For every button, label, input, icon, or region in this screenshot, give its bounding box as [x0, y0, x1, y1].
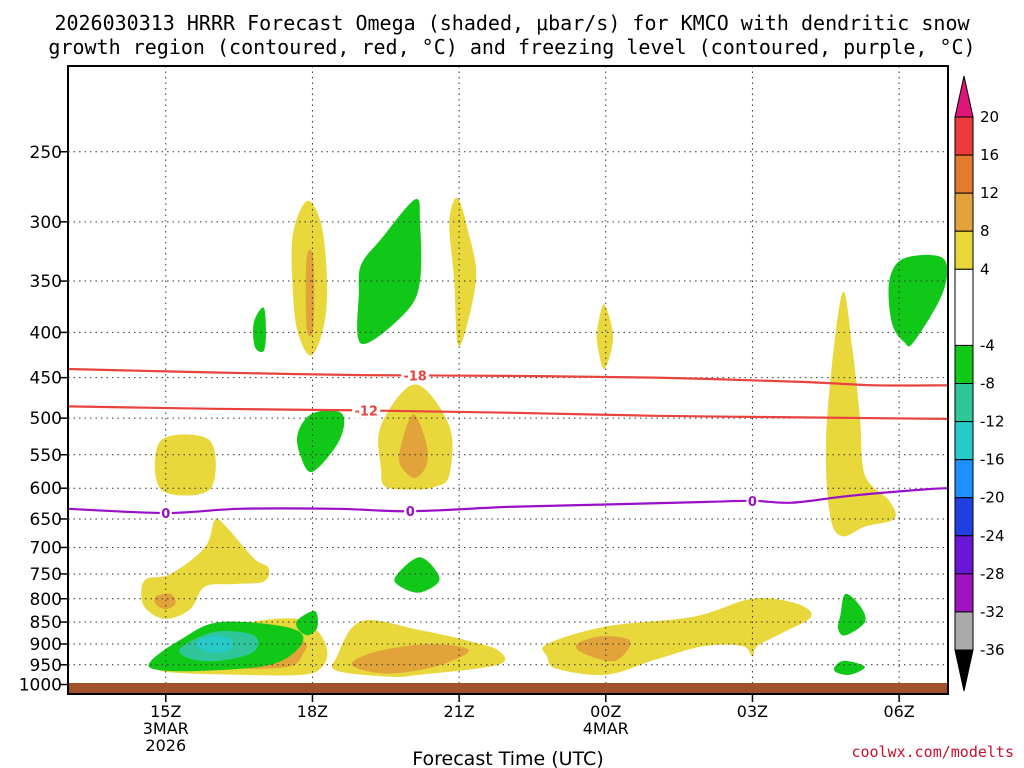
omega-region-g-17z-400	[253, 307, 266, 353]
omega-region-g-05z-950	[834, 660, 865, 675]
pressure-label-950: 950	[30, 656, 62, 676]
time-label-30-0: 06Z	[883, 702, 914, 721]
contour-label-freezing-level-2: 0	[748, 495, 757, 510]
colorbar-label-13: -36	[980, 641, 1005, 659]
omega-region-y-24z-400	[596, 304, 614, 370]
pressure-label-650: 650	[30, 510, 62, 530]
contour-dgz-top	[67, 367, 949, 387]
colorbar-label-0: 20	[980, 108, 999, 126]
pressure-label-500: 500	[30, 409, 62, 429]
time-label-15-2: 2026	[145, 736, 186, 755]
pressure-label-550: 550	[30, 446, 62, 466]
pressure-label-600: 600	[30, 479, 62, 499]
colorbar-segment-0	[954, 116, 974, 156]
pressure-label-1000: 1000	[19, 676, 62, 696]
colorbar-segment-3	[954, 230, 974, 270]
colorbar-segment-6	[954, 383, 974, 423]
omega-region-o-20z-900	[351, 643, 469, 674]
time-label-21-0: 21Z	[443, 702, 474, 721]
omega-region-c-16z-890	[195, 635, 234, 653]
omega-region-y-15z-550	[154, 434, 216, 496]
contour-label-dgz-bottom-0: -12	[354, 404, 378, 419]
colorbar-label-11: -28	[980, 565, 1005, 583]
colorbar-segment-11	[954, 573, 974, 613]
omega-region-g-19z-350	[357, 198, 422, 345]
time-label-27-0: 03Z	[737, 702, 768, 721]
colorbar-label-1: 16	[980, 146, 999, 164]
colorbar-label-8: -16	[980, 451, 1005, 469]
contour-label-freezing-level-1: 0	[406, 505, 415, 520]
colorbar-label-3: 8	[980, 222, 990, 240]
omega-region-y-05z-450	[825, 291, 896, 537]
omega-region-y-21z-300	[449, 197, 477, 347]
x-axis-label: Forecast Time (UTC)	[412, 748, 603, 768]
omega-region-o-18z-350	[305, 249, 315, 337]
colorbar-segment-10	[954, 535, 974, 575]
colorbar-segment-7	[954, 421, 974, 461]
contour-label-bg-freezing-level-0	[159, 505, 172, 522]
plot-gridlines	[68, 66, 948, 694]
colorbar-label-5: -4	[980, 336, 995, 354]
pressure-label-300: 300	[30, 213, 62, 233]
colorbar-label-10: -24	[980, 527, 1005, 545]
time-label-24-1: 4MAR	[583, 719, 629, 738]
colorbar-label-2: 12	[980, 184, 999, 202]
omega-region-g-19z-750	[394, 557, 440, 593]
omega-region-o-15z-800	[154, 593, 176, 610]
contour-label-freezing-level-0: 0	[161, 507, 170, 522]
time-label-24-0: 00Z	[590, 702, 621, 721]
pressure-axis: 2503003504004505005506006507007508008509…	[19, 143, 68, 696]
colorbar-label-7: -12	[980, 413, 1005, 431]
colorbar-label-4: 4	[980, 260, 990, 278]
pressure-label-700: 700	[30, 538, 62, 558]
contour-label-bg-dgz-top-0	[401, 367, 430, 384]
pressure-label-750: 750	[30, 565, 62, 585]
omega-region-g-06z-350	[888, 254, 948, 347]
pressure-label-450: 450	[30, 369, 62, 389]
time-label-18-0: 18Z	[297, 702, 328, 721]
omega-region-y-15z-700	[141, 518, 270, 619]
pressure-label-400: 400	[30, 323, 62, 343]
omega-colorbar: 20 16 12 8 4 -4 -8 -12 -16 -20 -24 -28 -32 -36	[954, 75, 1005, 692]
contour-label-dgz-top-0: -18	[403, 369, 427, 384]
pressure-label-900: 900	[30, 635, 62, 655]
time-label-15-1: 3MAR	[143, 719, 189, 738]
colorbar-bottom-arrow	[954, 649, 974, 692]
ground-surface-bar	[68, 683, 948, 694]
omega-region-y-00z-880	[542, 598, 812, 676]
pressure-label-350: 350	[30, 272, 62, 292]
chart-title-line-1: 2026030313 HRRR Forecast Omega (shaded, …	[54, 11, 970, 35]
colorbar-top-arrow	[954, 75, 974, 118]
pressure-label-250: 250	[30, 143, 62, 163]
omega-region-o-20z-520	[398, 414, 429, 478]
credit-text: coolwx.com/modelts	[851, 743, 1014, 761]
chart-title-line-2: growth region (contoured, red, °C) and f…	[48, 35, 975, 59]
colorbar-segment-9	[954, 497, 974, 537]
colorbar-label-6: -8	[980, 375, 995, 393]
colorbar-label-9: -20	[980, 489, 1005, 507]
colorbar-segment-8	[954, 459, 974, 499]
colorbar-label-12: -32	[980, 603, 1005, 621]
contour-freezing-level	[67, 487, 949, 515]
contour-label-bg-dgz-bottom-0	[352, 402, 381, 419]
colorbar-segment-2	[954, 192, 974, 232]
time-label-15-0: 15Z	[150, 702, 181, 721]
contour-label-bg-freezing-level-1	[404, 503, 417, 520]
colorbar-segment-4	[954, 268, 974, 346]
colorbar-segment-12	[954, 611, 974, 651]
omega-region-g-05z-850	[837, 593, 866, 636]
pressure-label-850: 850	[30, 613, 62, 633]
omega-shading	[141, 197, 948, 677]
temperature-contours: -18 -12 0 0 0	[67, 367, 949, 522]
pressure-label-800: 800	[30, 590, 62, 610]
contour-label-bg-freezing-level-2	[746, 492, 759, 509]
contour-dgz-bottom	[67, 405, 949, 420]
plot-frame	[67, 65, 949, 695]
colorbar-segment-5	[954, 344, 974, 384]
omega-region-g-18z-520	[296, 410, 345, 473]
colorbar-segment-1	[954, 154, 974, 194]
omega-region-o-00z-890	[575, 636, 631, 662]
